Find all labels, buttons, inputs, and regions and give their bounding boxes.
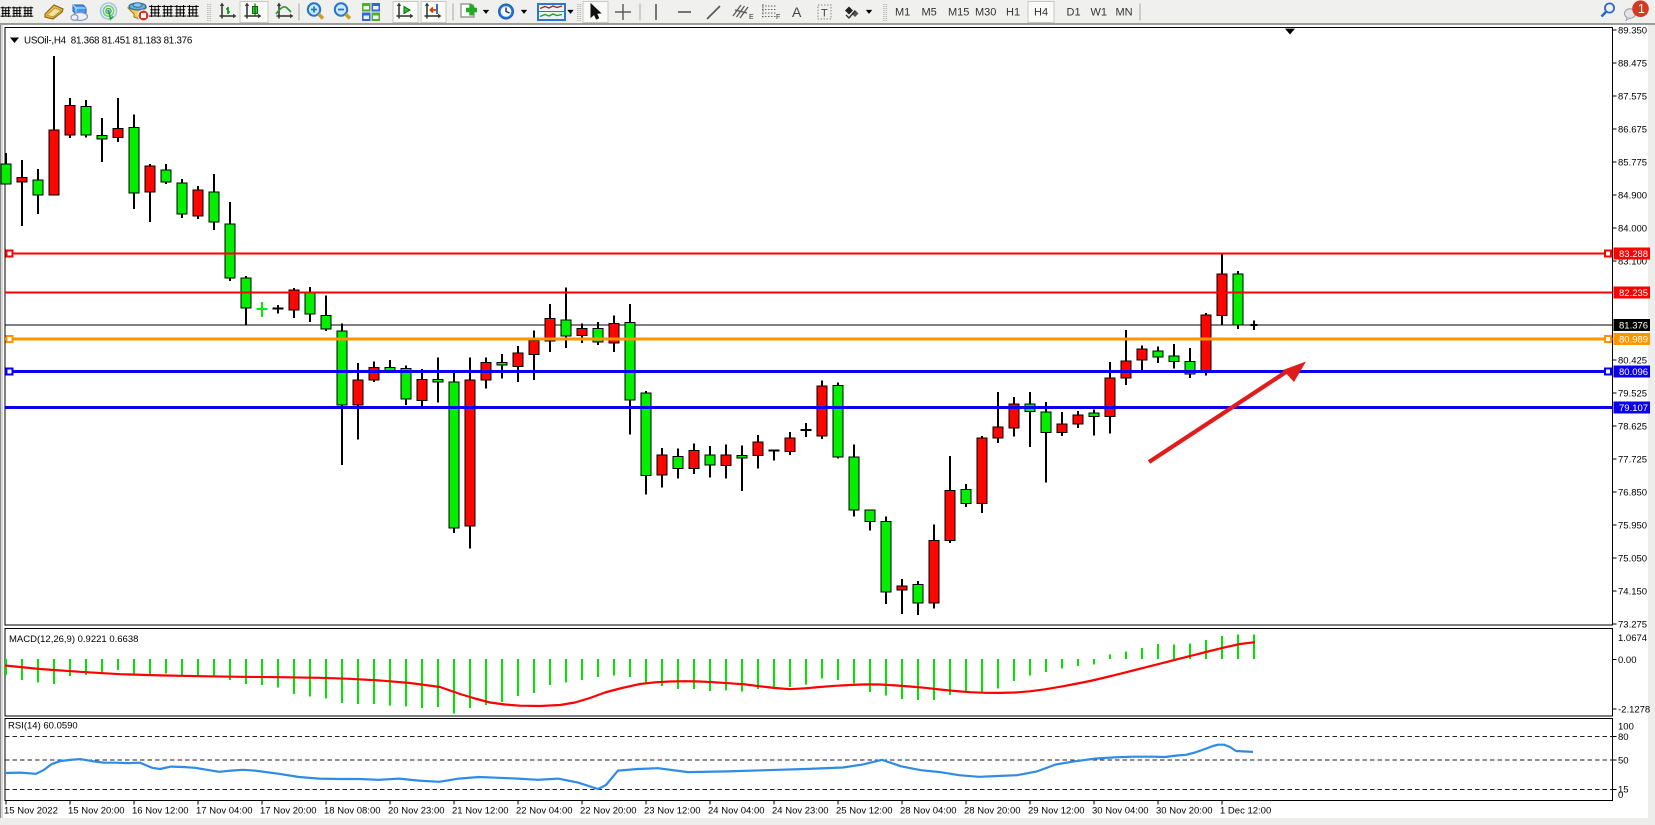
svg-text:80.425: 80.425 [1618,355,1647,366]
svg-text:1: 1 [1638,1,1645,16]
svg-text:M15: M15 [948,7,969,19]
svg-text:18 Nov 08:00: 18 Nov 08:00 [324,806,381,817]
svg-text:M30: M30 [975,7,996,19]
svg-text:86.675: 86.675 [1618,124,1647,135]
svg-text:80.096: 80.096 [1619,367,1648,378]
svg-text:H4: H4 [1034,7,1048,19]
svg-text:1 Dec 12:00: 1 Dec 12:00 [1220,806,1271,817]
svg-text:15: 15 [1618,785,1629,796]
svg-text:23 Nov 12:00: 23 Nov 12:00 [644,806,701,817]
svg-text:17 Nov 04:00: 17 Nov 04:00 [196,806,253,817]
svg-text:USOil-,H4 81.368 81.451 81.18: USOil-,H4 81.368 81.451 81.183 81.376 [24,36,193,47]
svg-text:84.900: 84.900 [1618,190,1647,201]
svg-text:83.100: 83.100 [1618,256,1647,267]
svg-text:82.235: 82.235 [1619,288,1648,299]
svg-text:D1: D1 [1067,7,1081,19]
svg-text:1.0674: 1.0674 [1618,633,1647,644]
svg-text:73.275: 73.275 [1618,619,1647,630]
svg-text:25 Nov 12:00: 25 Nov 12:00 [836,806,893,817]
svg-text:H1: H1 [1006,7,1020,19]
svg-text:T: T [821,8,828,20]
svg-text:-2.1278: -2.1278 [1618,704,1650,715]
svg-text:24 Nov 23:00: 24 Nov 23:00 [772,806,829,817]
svg-text:100: 100 [1618,721,1634,732]
svg-text:83.288: 83.288 [1619,249,1648,260]
svg-text:22 Nov 20:00: 22 Nov 20:00 [580,806,637,817]
svg-text:89.350: 89.350 [1618,25,1647,36]
svg-text:0.00: 0.00 [1618,655,1637,666]
svg-text:30 Nov 20:00: 30 Nov 20:00 [1156,806,1213,817]
svg-text:16 Nov 12:00: 16 Nov 12:00 [132,806,189,817]
svg-text:M5: M5 [922,7,937,19]
svg-text:17 Nov 20:00: 17 Nov 20:00 [260,806,317,817]
svg-text:MACD(12,26,9) 0.9221 0.6638: MACD(12,26,9) 0.9221 0.6638 [9,634,138,645]
svg-text:85.775: 85.775 [1618,157,1647,168]
svg-text:80: 80 [1618,732,1629,743]
svg-text:24 Nov 04:00: 24 Nov 04:00 [708,806,765,817]
svg-text:0: 0 [1618,790,1623,801]
svg-text:MN: MN [1116,7,1133,19]
svg-text:75.050: 75.050 [1618,553,1647,564]
svg-text:79.107: 79.107 [1619,403,1648,414]
svg-text:80.989: 80.989 [1619,335,1648,346]
svg-text:74.150: 74.150 [1618,586,1647,597]
svg-text:75.950: 75.950 [1618,520,1647,531]
svg-text:77.725: 77.725 [1618,454,1647,465]
svg-text:E: E [749,14,754,21]
svg-text:A: A [792,4,802,20]
svg-text:28 Nov 20:00: 28 Nov 20:00 [964,806,1021,817]
svg-text:50: 50 [1618,755,1629,766]
svg-text:79.525: 79.525 [1618,388,1647,399]
svg-text:21 Nov 12:00: 21 Nov 12:00 [452,806,509,817]
svg-text:M1: M1 [895,7,910,19]
svg-text:22 Nov 04:00: 22 Nov 04:00 [516,806,573,817]
svg-text:29 Nov 12:00: 29 Nov 12:00 [1028,806,1085,817]
svg-text:76.850: 76.850 [1618,487,1647,498]
svg-text:78.625: 78.625 [1618,421,1647,432]
svg-text:20 Nov 23:00: 20 Nov 23:00 [388,806,445,817]
svg-text:81.376: 81.376 [1619,321,1648,332]
svg-text:RSI(14) 60.0590: RSI(14) 60.0590 [8,721,78,732]
svg-text:F: F [776,14,780,21]
svg-text:15 Nov 2022: 15 Nov 2022 [4,806,58,817]
svg-text:28 Nov 04:00: 28 Nov 04:00 [900,806,957,817]
svg-text:84.000: 84.000 [1618,223,1647,234]
svg-text:88.475: 88.475 [1618,58,1647,69]
svg-text:30 Nov 04:00: 30 Nov 04:00 [1092,806,1149,817]
svg-text:15 Nov 20:00: 15 Nov 20:00 [68,806,125,817]
svg-text:W1: W1 [1091,7,1108,19]
svg-text:87.575: 87.575 [1618,91,1647,102]
